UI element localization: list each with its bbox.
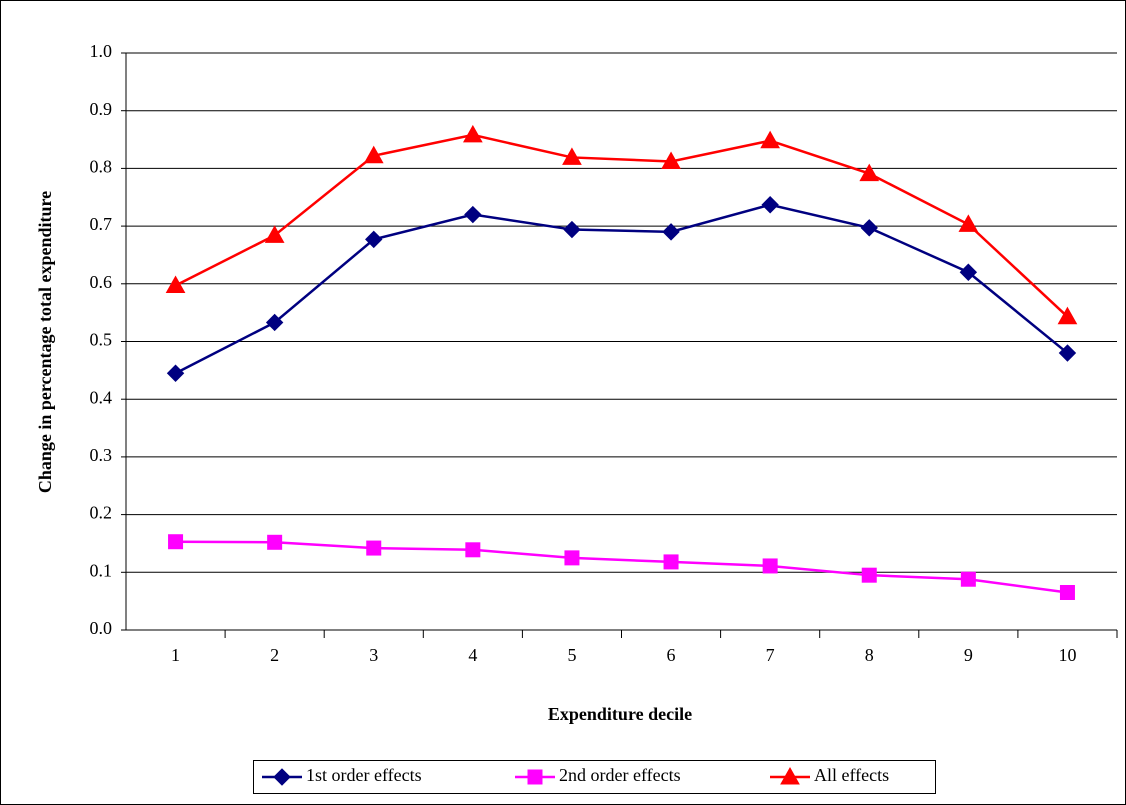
marker — [563, 220, 581, 239]
marker — [859, 163, 880, 182]
legend-label: 2nd order effects — [559, 765, 681, 785]
marker — [265, 313, 284, 332]
y-tick-label: 0.5 — [90, 330, 113, 350]
y-tick-label: 0.7 — [90, 214, 113, 234]
x-tick-label: 10 — [1058, 645, 1076, 665]
marker — [462, 124, 483, 143]
series-line — [174, 133, 1069, 318]
marker — [780, 766, 800, 785]
y-tick-label: 0.2 — [90, 503, 113, 523]
marker — [860, 219, 878, 237]
marker — [267, 534, 283, 550]
x-tick-label: 3 — [369, 645, 378, 665]
marker — [564, 550, 580, 566]
marker — [760, 130, 781, 149]
marker — [1057, 306, 1078, 325]
y-tick-label: 0.8 — [90, 157, 113, 177]
marker — [264, 225, 285, 243]
marker — [761, 196, 779, 214]
x-tick-label: 5 — [567, 645, 576, 665]
x-axis-title: Expenditure decile — [548, 704, 692, 724]
marker — [762, 558, 778, 574]
x-tick-label: 6 — [667, 645, 676, 665]
marker — [273, 768, 291, 786]
y-tick-label: 0.0 — [90, 618, 113, 638]
marker — [662, 223, 680, 241]
marker — [661, 151, 681, 169]
marker — [527, 769, 543, 785]
marker — [861, 567, 877, 583]
x-tick-label: 4 — [468, 645, 477, 665]
marker — [366, 540, 382, 556]
y-tick-label: 0.4 — [90, 387, 113, 407]
marker — [562, 147, 582, 165]
marker — [663, 554, 679, 570]
marker — [464, 205, 482, 224]
marker — [365, 230, 383, 249]
marker — [166, 364, 185, 382]
legend-label: 1st order effects — [306, 765, 422, 785]
series-line — [175, 540, 1068, 594]
marker — [465, 542, 481, 558]
y-axis-title: Change in percentage total expenditure — [35, 191, 55, 493]
marker — [363, 145, 384, 164]
legend-label: All effects — [814, 765, 889, 785]
series-line — [174, 203, 1069, 375]
marker — [1058, 344, 1077, 362]
y-tick-label: 0.9 — [90, 99, 113, 119]
x-tick-label: 1 — [171, 645, 180, 665]
x-tick-label: 8 — [865, 645, 874, 665]
marker — [960, 571, 976, 587]
x-tick-label: 2 — [270, 645, 279, 665]
marker — [959, 263, 978, 281]
marker — [1059, 584, 1075, 600]
marker — [168, 534, 184, 550]
marker — [958, 214, 979, 232]
x-tick-label: 9 — [964, 645, 973, 665]
x-tick-label: 7 — [766, 645, 775, 665]
marker — [165, 275, 186, 294]
y-tick-label: 0.1 — [90, 560, 113, 580]
y-tick-label: 0.6 — [90, 272, 113, 292]
y-tick-label: 1.0 — [90, 41, 113, 61]
legend-box — [253, 760, 936, 794]
y-tick-label: 0.3 — [90, 445, 113, 465]
